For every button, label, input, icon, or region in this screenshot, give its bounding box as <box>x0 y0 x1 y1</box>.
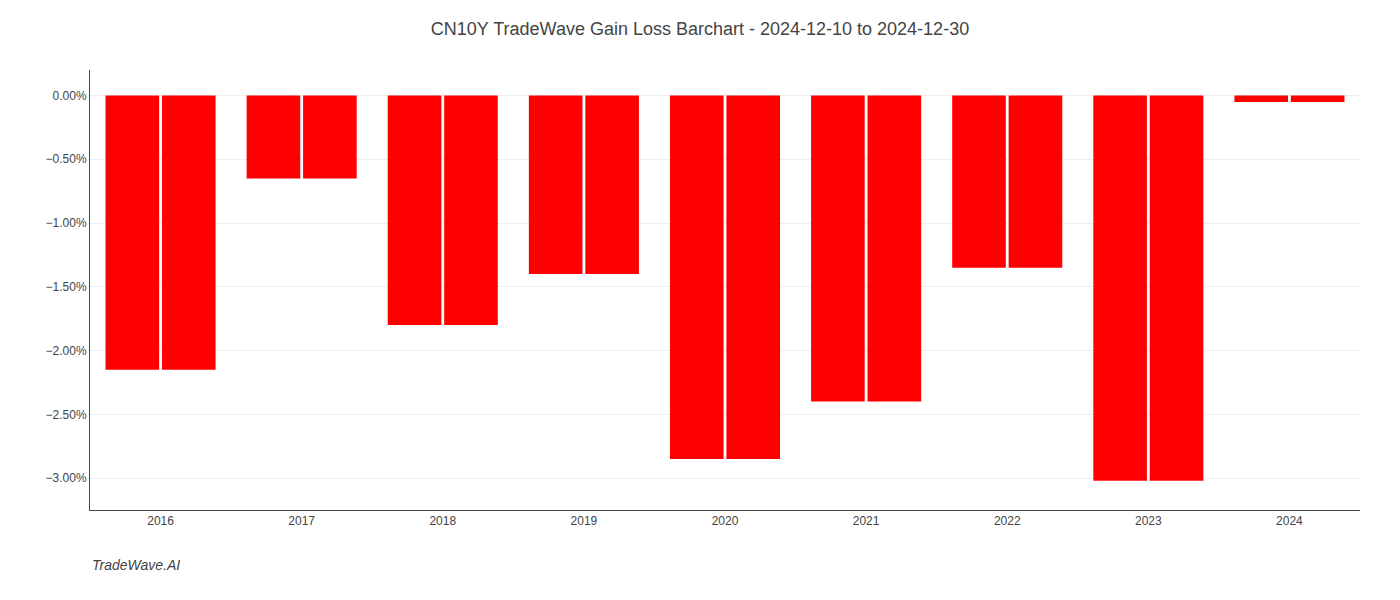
svg-text:2016: 2016 <box>147 514 174 528</box>
svg-text:−1.50%: −1.50% <box>46 280 87 294</box>
svg-text:2023: 2023 <box>1135 514 1162 528</box>
svg-text:−3.00%: −3.00% <box>46 471 87 485</box>
svg-text:2017: 2017 <box>288 514 315 528</box>
svg-text:−1.00%: −1.00% <box>46 216 87 230</box>
svg-text:2022: 2022 <box>994 514 1021 528</box>
svg-text:TradeWave.AI: TradeWave.AI <box>92 557 180 573</box>
svg-text:CN10Y TradeWave Gain Loss Barc: CN10Y TradeWave Gain Loss Barchart - 202… <box>431 19 969 39</box>
svg-text:2021: 2021 <box>853 514 880 528</box>
svg-text:−0.50%: −0.50% <box>46 152 87 166</box>
svg-text:2019: 2019 <box>571 514 598 528</box>
svg-text:2018: 2018 <box>429 514 456 528</box>
svg-text:2024: 2024 <box>1276 514 1303 528</box>
svg-text:2020: 2020 <box>712 514 739 528</box>
svg-text:0.00%: 0.00% <box>53 89 87 103</box>
svg-text:−2.50%: −2.50% <box>46 408 87 422</box>
svg-text:−2.00%: −2.00% <box>46 344 87 358</box>
